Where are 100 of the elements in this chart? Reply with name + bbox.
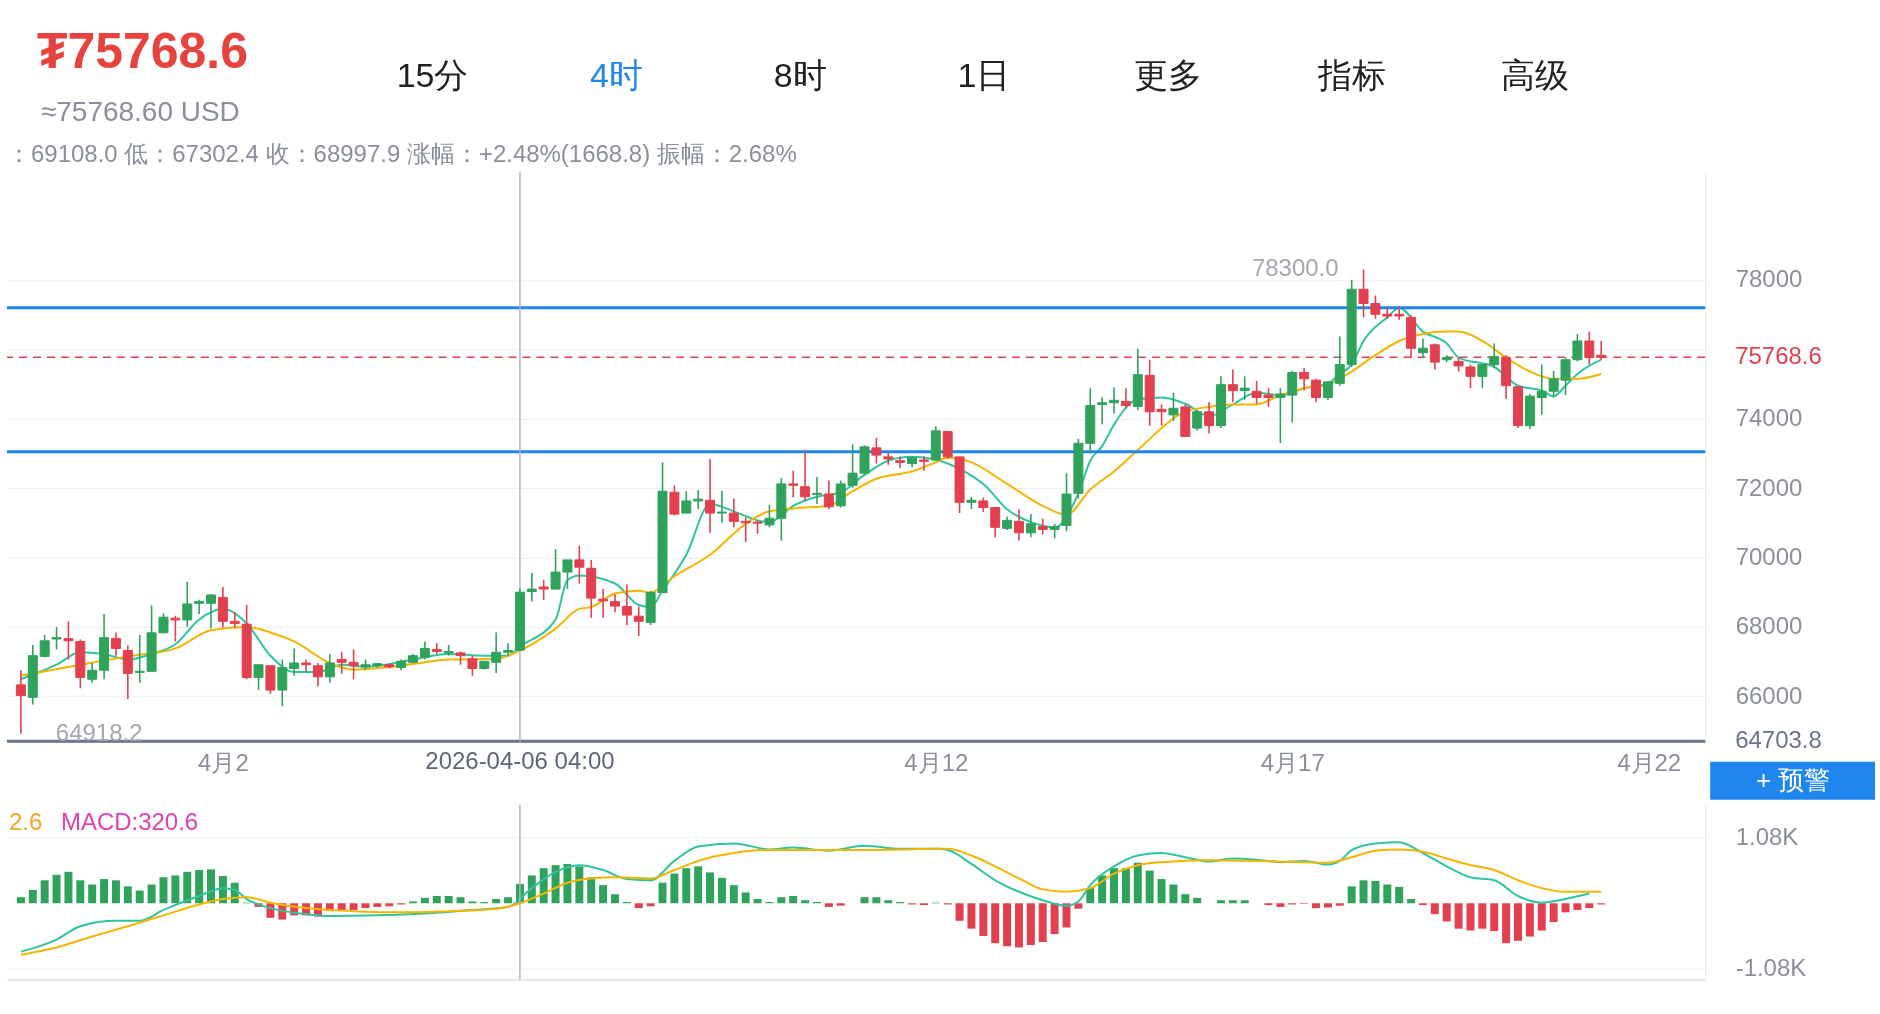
x-tick-label: 4月12 [904, 749, 969, 777]
text: + 预警 [1755, 764, 1831, 795]
candlestick [63, 620, 74, 661]
annotation: MACD:320.6 [60, 807, 199, 835]
chart-title: ₮75768.6 [36, 23, 248, 80]
candlestick [431, 642, 442, 655]
bar [1193, 897, 1202, 904]
bar [824, 903, 833, 907]
bar [1133, 862, 1142, 904]
candlestick [633, 605, 644, 637]
bar [1454, 903, 1463, 929]
bar [1014, 903, 1023, 948]
candlestick [1584, 330, 1595, 366]
candlestick [15, 669, 26, 735]
bar [694, 866, 703, 904]
bar [1561, 903, 1570, 913]
bar [76, 880, 85, 904]
text: 更多 [1133, 56, 1202, 95]
candlestick [1025, 513, 1036, 539]
x-tick-label: 4月17 [1260, 749, 1325, 777]
candlestick [716, 489, 727, 524]
candlestick [1097, 396, 1108, 426]
annotation: 64918.2 [55, 718, 143, 746]
text: 4时 [589, 56, 643, 95]
bar [753, 899, 762, 904]
bar [1228, 900, 1237, 904]
y-tick-label: 72000 [1735, 473, 1803, 501]
candlestick [289, 647, 300, 677]
bar [40, 880, 49, 904]
bar [492, 899, 501, 904]
candlestick [170, 614, 181, 643]
candlestick [1109, 386, 1120, 415]
bar [706, 872, 715, 904]
candlestick [229, 611, 240, 629]
candlestick [277, 658, 288, 708]
bar [741, 892, 750, 904]
candlestick [800, 449, 811, 502]
y-tick-label: 74000 [1735, 404, 1803, 432]
bar [634, 903, 643, 909]
bar [670, 873, 679, 904]
bar [183, 871, 192, 904]
bar [1383, 884, 1392, 904]
candlestick [598, 588, 609, 619]
text: 1日 [957, 56, 1011, 95]
bar [1478, 903, 1487, 929]
candlestick [1311, 377, 1322, 403]
bar [135, 890, 144, 904]
bar [1347, 886, 1356, 904]
candlestick [1394, 305, 1405, 321]
candlestick [823, 479, 834, 511]
candlestick [217, 586, 228, 629]
bar [147, 884, 156, 904]
candlestick [693, 489, 704, 511]
bar [171, 875, 180, 904]
bar [1074, 903, 1083, 909]
bar [1276, 903, 1285, 907]
bar [28, 889, 37, 904]
bar [646, 903, 655, 907]
bar [1585, 903, 1594, 909]
candlestick [1299, 367, 1310, 392]
candlestick [1227, 368, 1238, 403]
bar [777, 897, 786, 904]
y-tick-label: -1.08K [1735, 954, 1807, 982]
bar [1525, 903, 1534, 937]
candlestick [1417, 337, 1428, 359]
bar [587, 877, 596, 904]
bar [1549, 903, 1558, 923]
annotation: 78300.0 [1251, 254, 1339, 282]
bar [444, 896, 453, 904]
text: 8时 [773, 56, 827, 95]
bar [1490, 903, 1499, 932]
candlestick [1037, 517, 1048, 536]
bar [1312, 903, 1321, 909]
bar [860, 897, 869, 904]
bar [361, 903, 370, 909]
text: 15分 [396, 56, 469, 95]
bar [373, 903, 382, 907]
bar [1442, 903, 1451, 922]
bar [682, 868, 691, 904]
candlestick [574, 544, 585, 585]
candlestick [122, 644, 133, 700]
bar [1430, 903, 1439, 915]
bar [1121, 868, 1130, 904]
bar [1050, 903, 1059, 935]
bar [1537, 903, 1546, 931]
candlestick [918, 455, 929, 472]
candlestick [1168, 391, 1179, 422]
candlestick [538, 579, 549, 601]
bar [872, 897, 881, 904]
candlestick [51, 626, 62, 651]
text: 指标 [1316, 56, 1386, 95]
bar [599, 885, 608, 904]
candlestick [1120, 387, 1131, 410]
candlestick [301, 658, 312, 673]
candlestick [491, 631, 502, 674]
candlestick [669, 484, 680, 517]
bar [1573, 903, 1582, 910]
bar [195, 870, 204, 904]
bar [729, 885, 738, 904]
bar [1026, 903, 1035, 945]
